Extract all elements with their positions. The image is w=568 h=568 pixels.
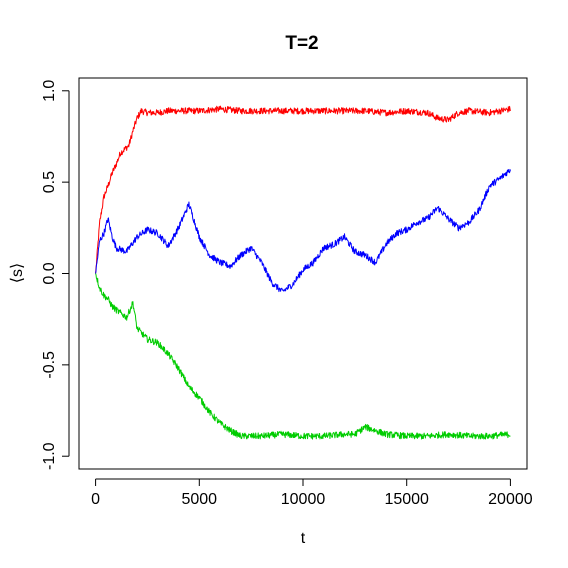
y-tick-label: 0.5 [41,171,58,193]
series-line-1 [95,105,511,274]
y-tick-label: -0.5 [41,351,58,379]
y-axis-label: ⟨s⟩ [9,263,26,283]
y-tick-label: 0.0 [41,262,58,284]
x-tick-label: 0 [91,491,100,508]
plot-frame [78,77,528,470]
series-layer [95,105,511,440]
y-tick-label: 1.0 [41,80,58,102]
x-axis: 0 5000 10000 15000 20000 [91,478,533,508]
x-tick-label: 10000 [281,491,326,508]
series-line-2 [95,168,511,293]
y-axis: -1.0 -0.5 0.0 0.5 1.0 [41,80,70,470]
x-tick-label: 5000 [181,491,217,508]
chart-title: T=2 [285,33,318,54]
x-axis-label: t [301,530,306,547]
y-tick-label: -1.0 [41,442,58,470]
x-tick-label: 20000 [488,491,533,508]
x-tick-label: 15000 [384,491,429,508]
series-line-3 [95,273,511,440]
